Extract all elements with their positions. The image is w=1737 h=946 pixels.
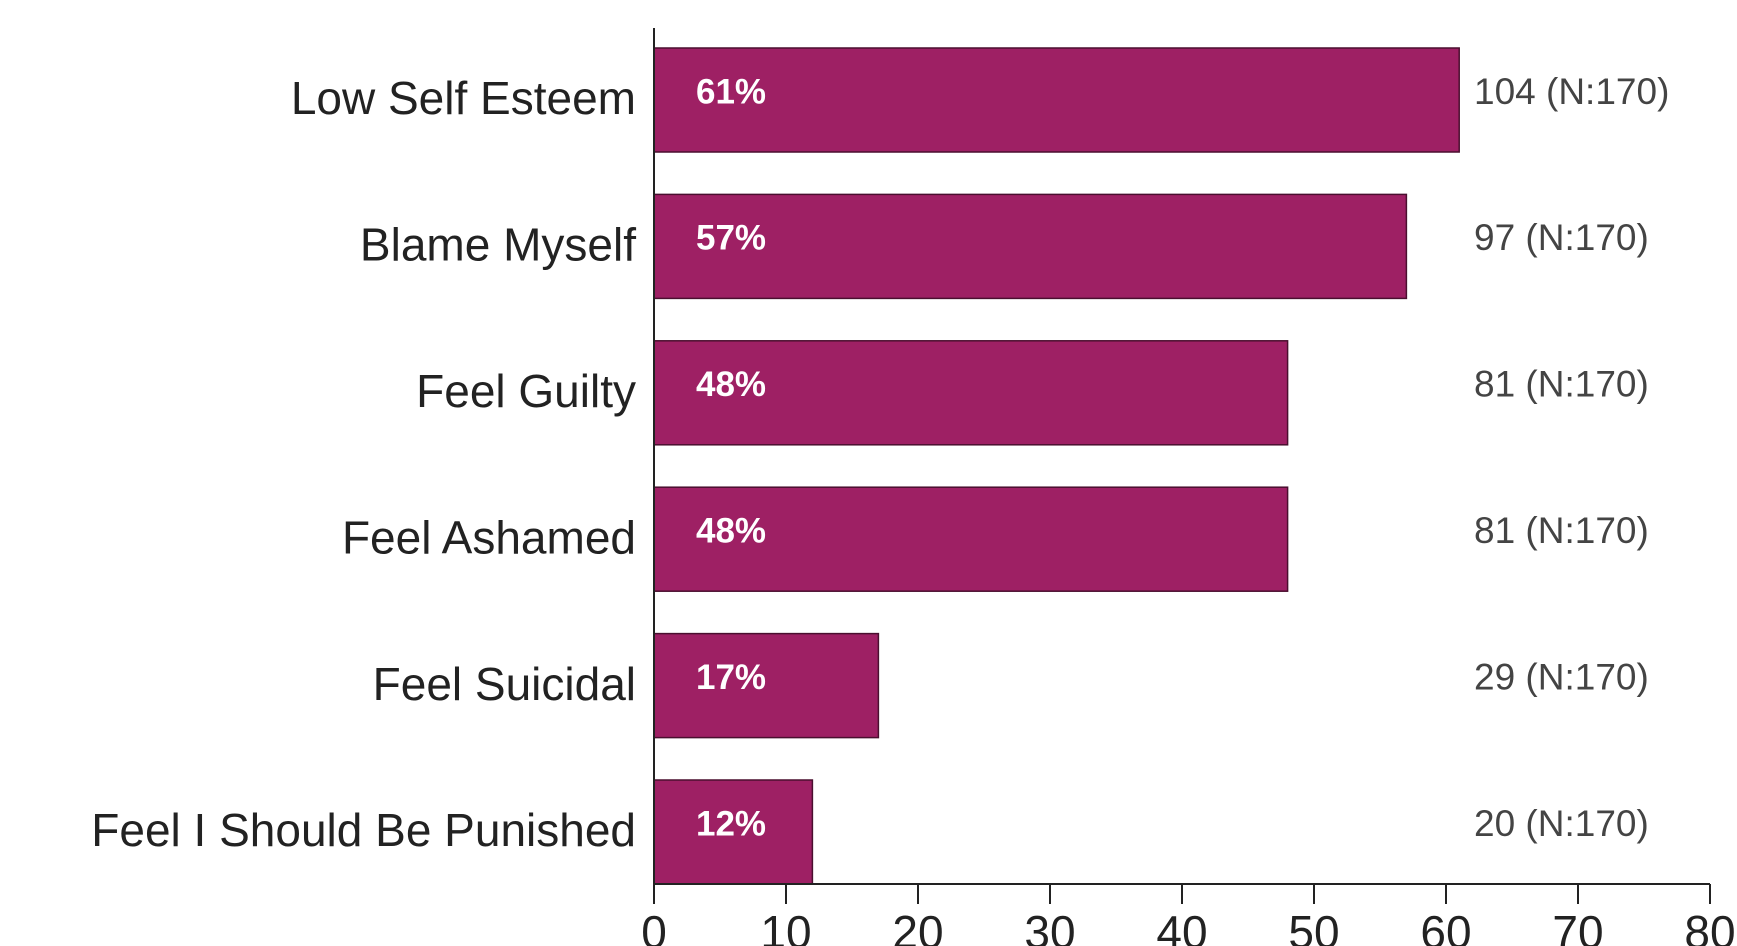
y-tick-label: Feel Suicidal bbox=[373, 658, 636, 710]
bar bbox=[653, 340, 1289, 446]
value-label: 57% bbox=[696, 219, 766, 258]
annotation: 104 (N:170) bbox=[1474, 71, 1669, 112]
bar bbox=[653, 632, 880, 739]
annotation: 97 (N:170) bbox=[1474, 217, 1649, 258]
x-tick-label: 30 bbox=[1024, 906, 1075, 946]
x-tick-label: 10 bbox=[760, 906, 811, 946]
x-tick-label: 80 bbox=[1684, 906, 1735, 946]
y-tick-label: Feel I Should Be Punished bbox=[91, 804, 636, 856]
bar bbox=[653, 486, 1289, 592]
x-tick-label: 70 bbox=[1552, 906, 1603, 946]
y-tick-label: Feel Guilty bbox=[416, 365, 636, 417]
x-tick-label: 40 bbox=[1156, 906, 1207, 946]
annotation: 29 (N:170) bbox=[1474, 656, 1649, 697]
y-tick-label: Feel Ashamed bbox=[342, 511, 636, 563]
y-tick-label: Low Self Esteem bbox=[291, 72, 636, 124]
value-label: 12% bbox=[696, 804, 766, 843]
bar bbox=[653, 47, 1460, 153]
x-tick-label: 60 bbox=[1420, 906, 1471, 946]
x-tick-label: 50 bbox=[1288, 906, 1339, 946]
value-label: 48% bbox=[696, 511, 766, 550]
x-tick-label: 20 bbox=[892, 906, 943, 946]
x-tick-label: 0 bbox=[641, 906, 667, 946]
annotation: 81 (N:170) bbox=[1474, 510, 1649, 551]
value-label: 48% bbox=[696, 365, 766, 404]
annotation: 81 (N:170) bbox=[1474, 364, 1649, 405]
bar bbox=[653, 193, 1408, 300]
value-label: 17% bbox=[696, 658, 766, 697]
value-label: 61% bbox=[696, 72, 766, 111]
y-tick-label: Blame Myself bbox=[360, 219, 636, 271]
annotation: 20 (N:170) bbox=[1474, 803, 1649, 844]
